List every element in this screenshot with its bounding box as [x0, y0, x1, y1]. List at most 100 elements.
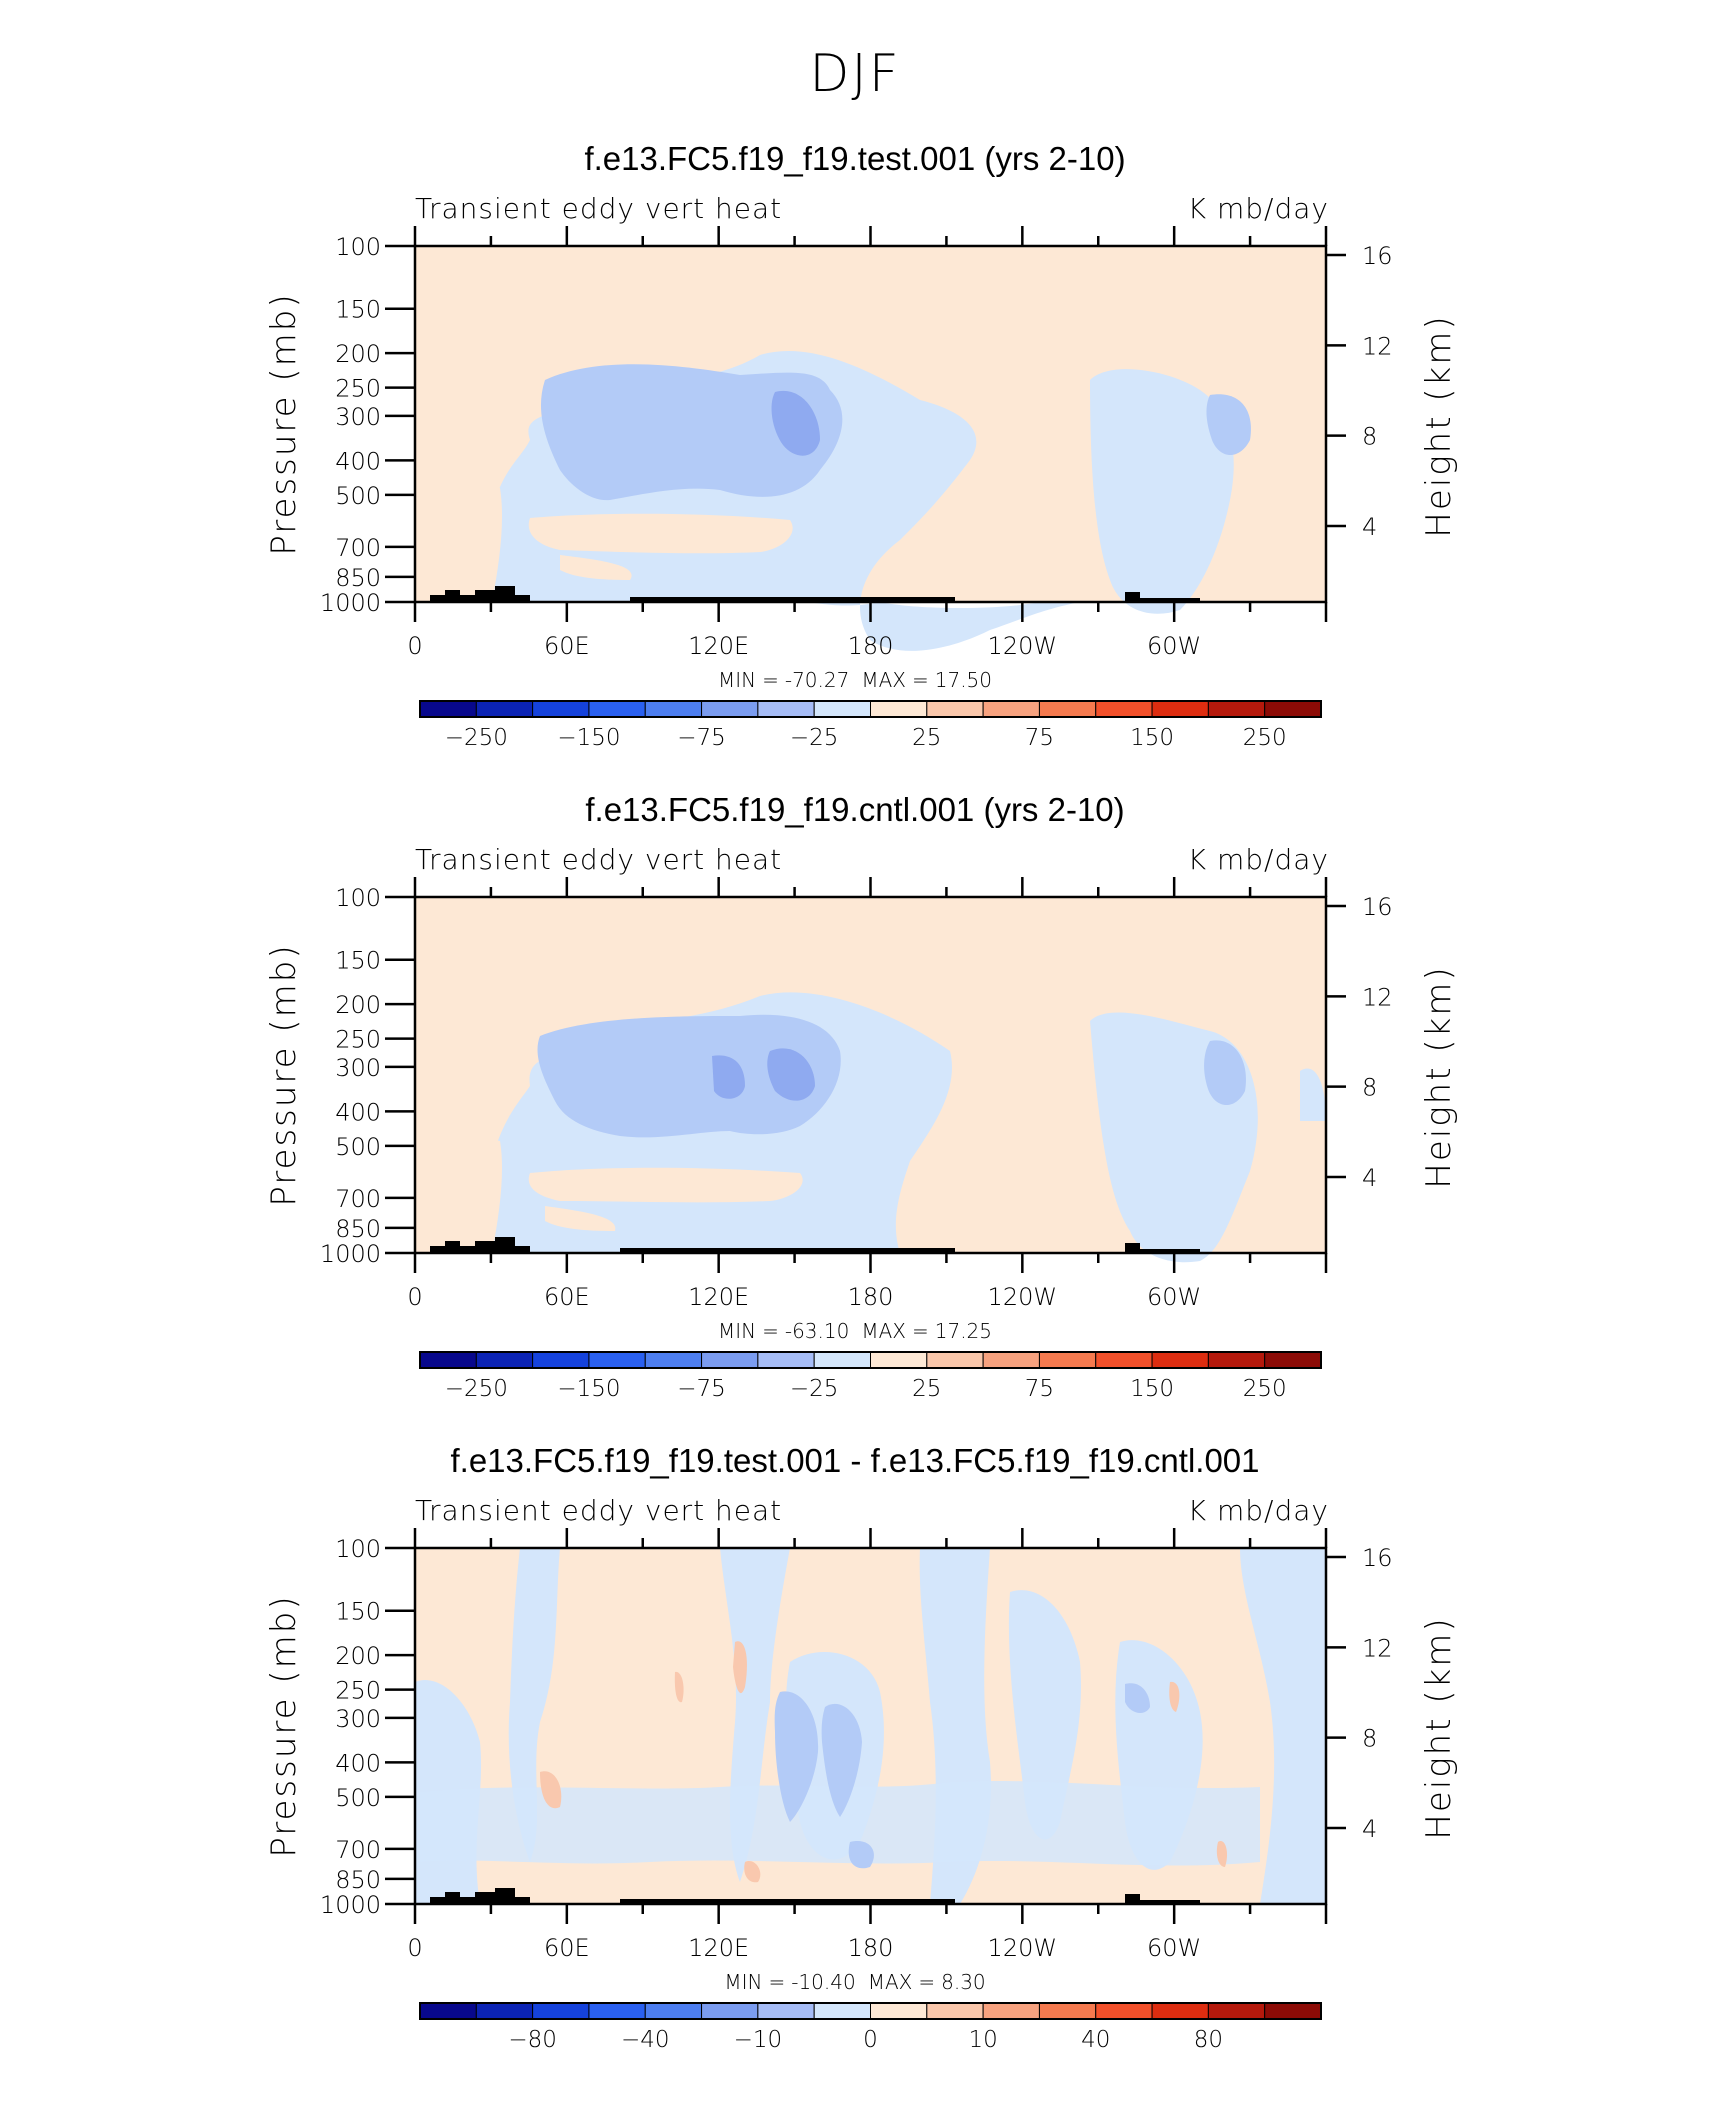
min-max-readout: MIN = -63.10 MAX = 17.25 [717, 1319, 993, 1343]
min-value: -70.27 [784, 668, 850, 692]
y2-axis-label: Height (km) [1419, 965, 1459, 1188]
colorbar-box [1038, 1351, 1097, 1369]
colorbar-box [588, 1351, 646, 1369]
colorbar-box [701, 2002, 759, 2020]
min-label: MIN [717, 1319, 757, 1343]
topo-americas [1125, 592, 1200, 602]
colorbar-label: −80 [508, 2027, 557, 2053]
neg-region [420, 1780, 1260, 1866]
panel-title: f.e13.FC5.f19_f19.test.001 - f.e13.FC5.f… [450, 1442, 1260, 1479]
pos-region [560, 555, 632, 580]
pressure-tick-label: 400 [335, 1098, 381, 1126]
pos-region [540, 1771, 562, 1809]
colorbar-box [1038, 700, 1097, 718]
colorbar-label: 150 [1130, 725, 1174, 751]
pos-region [415, 1140, 503, 1253]
lon-tick-label: 60E [544, 632, 590, 660]
panel-difference: f.e13.FC5.f19_f19.test.001 - f.e13.FC5.f… [0, 1442, 1710, 2102]
pos-region [545, 1206, 616, 1231]
lon-tick-label: 120W [988, 1283, 1058, 1311]
colorbar-box [701, 700, 759, 718]
pressure-tick-label: 500 [335, 482, 381, 510]
min-max-readout: MIN = -70.27 MAX = 17.50 [717, 668, 993, 692]
colorbar-label: −10 [734, 2027, 783, 2053]
colorbar-frame [419, 700, 1322, 718]
topo-strip [620, 1899, 955, 1904]
neg-region [712, 1055, 745, 1099]
height-tick-label: 12 [1362, 332, 1393, 360]
colorbar-box [982, 2002, 1040, 2020]
max-label: MAX [867, 1970, 913, 1994]
colorbar-box [1264, 1351, 1322, 1369]
neg-region [537, 1014, 841, 1138]
pressure-tick-label: 500 [335, 1784, 381, 1812]
lon-tick-label: 180 [848, 1283, 894, 1311]
colorbar-label: 25 [912, 725, 941, 751]
pressure-tick-label: 400 [335, 447, 381, 475]
height-tick-label: 16 [1362, 893, 1393, 921]
lon-tick-label: 120E [688, 1283, 749, 1311]
colorbar-label: 40 [1081, 2027, 1110, 2053]
neg-region [767, 1048, 815, 1101]
colorbar-box [1151, 700, 1209, 718]
panel-title: f.e13.FC5.f19_f19.test.001 (yrs 2-10) [584, 140, 1126, 177]
pressure-tick-label: 1000 [320, 589, 381, 617]
colorbar-box [870, 2002, 928, 2020]
neg-region [774, 1691, 819, 1822]
colorbar-label: 150 [1130, 1376, 1174, 1402]
pressure-tick-label: 200 [335, 991, 381, 1019]
colorbar-box [757, 1351, 815, 1369]
pressure-tick-label: 850 [335, 1215, 381, 1243]
pressure-tick-label: 1000 [320, 1240, 381, 1268]
height-tick-label: 8 [1362, 1725, 1377, 1753]
colorbar-label: 80 [1194, 2027, 1223, 2053]
pressure-tick-label: 850 [335, 564, 381, 592]
pos-region [1169, 1681, 1180, 1712]
lon-tick-label: 0 [407, 1283, 422, 1311]
topo-asia [430, 1888, 530, 1904]
height-tick-label: 4 [1362, 1164, 1377, 1192]
y-axis-label: Pressure (mb) [264, 1594, 304, 1857]
pressure-tick-label: 700 [335, 1185, 381, 1213]
lon-tick-label: 0 [407, 1934, 422, 1962]
pressure-tick-label: 200 [335, 1642, 381, 1670]
colorbar-box [588, 2002, 646, 2020]
max-value: 8.30 [941, 1970, 986, 1994]
neg-region [848, 1841, 874, 1869]
colorbar-label: 250 [1243, 725, 1287, 751]
neg-region [821, 1703, 862, 1817]
pressure-tick-label: 150 [335, 1598, 381, 1626]
colorbar-label: −40 [621, 2027, 670, 2053]
pressure-tick-label: 700 [335, 534, 381, 562]
panel-test: f.e13.FC5.f19_f19.test.001 (yrs 2-10) Tr… [0, 140, 1710, 800]
min-label: MIN [717, 668, 757, 692]
pressure-tick-label: 1000 [320, 1891, 381, 1919]
topography [430, 1888, 1200, 1904]
pressure-tick-label: 400 [335, 1749, 381, 1777]
y2-axis-label: Height (km) [1419, 314, 1459, 537]
neg-region [1206, 394, 1251, 455]
topography [430, 586, 1200, 602]
topo-strip [630, 597, 955, 602]
right-string: K mb/day [1187, 1494, 1329, 1527]
colorbar-box [757, 700, 815, 718]
y2-axis-label: Height (km) [1419, 1616, 1459, 1839]
colorbar-box [982, 1351, 1040, 1369]
colorbar-frame [419, 2002, 1322, 2020]
colorbar-label: 0 [863, 2027, 878, 2053]
y-axis-label: Pressure (mb) [264, 292, 304, 555]
colorbar-label: 75 [1025, 725, 1054, 751]
pressure-tick-label: 500 [335, 1133, 381, 1161]
panel-cntl: f.e13.FC5.f19_f19.cntl.001 (yrs 2-10) Tr… [0, 791, 1710, 1451]
colorbar-label: −25 [790, 725, 839, 751]
y-axis-label: Pressure (mb) [264, 943, 304, 1206]
colorbar-box [644, 2002, 703, 2020]
min-value: -63.10 [784, 1319, 850, 1343]
colorbar-label: 10 [968, 2027, 997, 2053]
lon-tick-label: 60E [544, 1934, 590, 1962]
colorbar: −250 −150 −75 −25 25 75 150 250 [419, 700, 1322, 751]
colorbar-box [1264, 2002, 1322, 2020]
colorbar-label: −75 [677, 725, 726, 751]
